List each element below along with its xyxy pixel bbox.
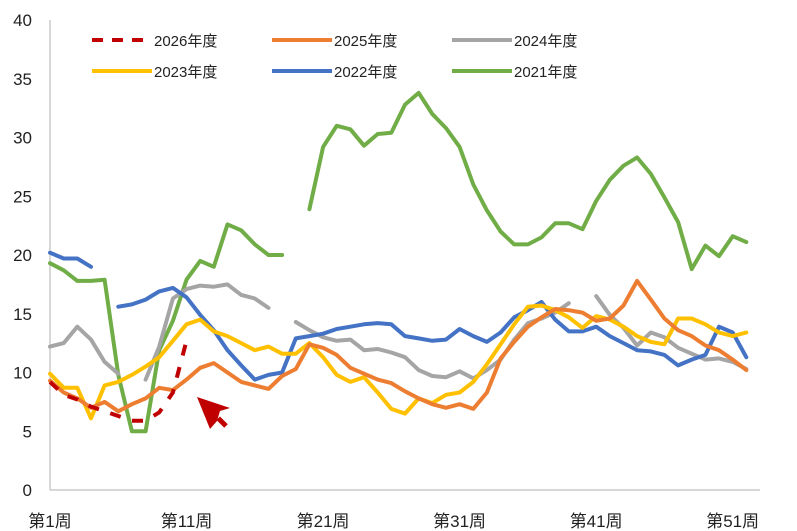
series-line-segment [48, 303, 749, 421]
series-line-segment [48, 250, 93, 269]
x-tick-label: 第11周 [161, 512, 213, 531]
series-line-segment [48, 222, 285, 434]
x-tick-label: 第21周 [297, 512, 350, 531]
x-tick-label: 第31周 [433, 512, 486, 531]
legend-label: 2022年度 [334, 64, 397, 81]
series-line-segment [48, 340, 189, 423]
y-tick-label: 35 [13, 70, 32, 89]
y-tick-label: 5 [23, 422, 32, 441]
series-line-segment [48, 278, 749, 414]
legend-label: 2021年度 [514, 64, 577, 81]
x-tick-labels: 第1周 第11周 第21周 第31周 第41周 第51周 [28, 512, 759, 531]
legend-item: 2024年度 [452, 33, 577, 50]
series-line-segment [48, 324, 121, 376]
chart-axes [49, 20, 760, 491]
y-tick-labels: 0 5 10 15 20 25 30 35 40 [13, 11, 32, 500]
series-line-segment [143, 282, 271, 382]
annotation-arrow [197, 397, 230, 429]
annotation-arrow-head [197, 397, 230, 429]
legend-item: 2021年度 [452, 64, 577, 81]
y-tick-label: 40 [13, 11, 32, 30]
series-line [48, 303, 749, 421]
y-tick-label: 0 [23, 481, 32, 500]
legend-item: 2026年度 [92, 33, 217, 50]
legend-label: 2025年度 [334, 33, 397, 50]
y-tick-label: 25 [13, 187, 32, 206]
y-tick-label: 30 [13, 129, 32, 148]
legend-item: 2022年度 [272, 64, 397, 81]
series-lines [48, 90, 749, 434]
legend-item: 2023年度 [92, 64, 217, 81]
legend-item: 2025年度 [272, 33, 397, 50]
x-tick-label: 第41周 [570, 512, 623, 531]
legend-label: 2026年度 [154, 33, 217, 50]
series-line-segment [116, 285, 749, 382]
series-line [48, 90, 749, 434]
y-tick-label: 15 [13, 305, 32, 324]
series-line [48, 250, 749, 382]
x-tick-label: 第51周 [706, 512, 759, 531]
y-tick-label: 20 [13, 246, 32, 265]
series-line [48, 278, 749, 414]
legend-label: 2024年度 [514, 33, 577, 50]
y-tick-label: 10 [13, 364, 32, 383]
legend-label: 2023年度 [154, 64, 217, 81]
series-line-segment [307, 90, 749, 272]
x-tick-label: 第1周 [28, 512, 71, 531]
series-line [48, 340, 189, 423]
series-line-segment [293, 301, 571, 381]
legend: 2026年度 2025年度 2024年度 2023年度 2022年度 2021年度 [92, 33, 577, 81]
